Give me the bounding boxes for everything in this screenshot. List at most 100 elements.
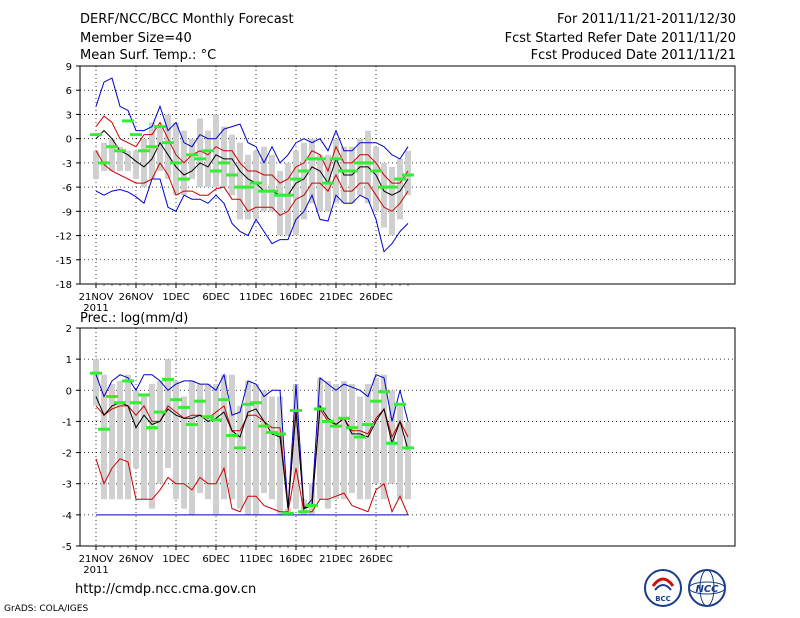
range-box — [253, 150, 259, 220]
observed-marker — [274, 193, 286, 197]
panel-title: Prec.: log(mm/d) — [80, 311, 188, 326]
y-tick-label: 6 — [66, 86, 72, 97]
x-tick-label: 16DEC — [279, 554, 313, 565]
ensemble-min-line — [95, 178, 409, 253]
y-tick-label: -2 — [62, 449, 72, 460]
observed-marker — [154, 125, 166, 129]
observed-marker — [250, 401, 262, 405]
x-tick-label: 1DEC — [162, 554, 189, 565]
observed-marker — [282, 193, 294, 197]
y-tick-label: -3 — [62, 480, 72, 491]
range-box — [293, 150, 299, 236]
observed-marker — [138, 393, 150, 397]
observed-marker — [370, 169, 382, 173]
range-box — [277, 170, 283, 236]
observed-marker — [314, 407, 326, 411]
observed-marker — [162, 141, 174, 145]
observed-marker — [386, 441, 398, 445]
range-box — [205, 384, 211, 500]
range-box — [93, 359, 99, 406]
observed-marker — [202, 415, 214, 419]
range-box — [325, 380, 331, 509]
range-box — [357, 396, 363, 500]
y-tick-label: -18 — [56, 280, 72, 291]
y-tick-label: 2 — [66, 324, 72, 335]
bcc-logo: BCC — [644, 569, 682, 607]
range-box — [197, 118, 203, 188]
observed-marker — [114, 149, 126, 153]
x-tick-label: 26NOV — [119, 292, 154, 303]
forecast-produced: Fcst Produced Date 2011/11/21 — [530, 48, 736, 63]
range-box — [213, 114, 219, 188]
x-tick-label: 6DEC — [202, 292, 229, 303]
range-box — [221, 126, 227, 188]
range-box — [165, 359, 171, 469]
range-box — [373, 146, 379, 212]
range-box — [261, 390, 267, 494]
range-box — [365, 384, 371, 500]
range-box — [133, 390, 139, 469]
range-box — [285, 162, 291, 236]
observed-marker — [106, 145, 118, 149]
y-tick-label: 9 — [66, 62, 72, 73]
range-box — [101, 374, 107, 500]
observed-marker — [138, 149, 150, 153]
observed-marker — [234, 446, 246, 450]
observed-marker — [394, 402, 406, 406]
ensemble-max-line — [95, 373, 409, 510]
range-box — [269, 396, 275, 500]
observed-marker — [338, 169, 350, 173]
range-box — [205, 130, 211, 188]
range-box — [173, 380, 179, 500]
observed-marker — [226, 173, 238, 177]
observed-marker — [210, 169, 222, 173]
x-tick-label: 26NOV — [119, 554, 154, 565]
observed-marker — [346, 169, 358, 173]
observed-marker — [290, 177, 302, 181]
observed-marker — [250, 181, 262, 185]
range-box — [189, 138, 195, 180]
y-tick-label: -1 — [62, 417, 72, 428]
range-box — [309, 138, 315, 204]
observed-marker — [266, 430, 278, 434]
range-box — [341, 380, 347, 500]
y-tick-label: 3 — [66, 110, 72, 121]
observed-marker — [242, 402, 254, 406]
range-box — [253, 384, 259, 515]
y-tick-label: -4 — [62, 511, 72, 522]
x-tick-label: 6DEC — [202, 554, 229, 565]
footer-url[interactable]: http://cmdp.ncc.cma.gov.cn — [75, 582, 257, 597]
range-box — [381, 374, 387, 500]
observed-marker — [346, 426, 358, 430]
range-box — [157, 380, 163, 484]
observed-marker — [370, 399, 382, 403]
observed-marker — [170, 161, 182, 165]
range-box — [133, 150, 139, 180]
range-box — [197, 384, 203, 494]
observed-marker — [354, 435, 366, 439]
range-box — [181, 396, 187, 509]
range-box — [397, 405, 403, 500]
range-box — [165, 114, 171, 180]
observed-marker — [338, 416, 350, 420]
ncc-logo: NCC — [688, 569, 726, 607]
range-box — [101, 142, 107, 171]
x-tick-label: 21NOV — [79, 292, 114, 303]
observed-marker — [242, 185, 254, 189]
range-box — [149, 122, 155, 180]
y-tick-label: -3 — [62, 159, 72, 170]
observed-marker — [186, 153, 198, 157]
x-tick-year: 2011 — [83, 565, 108, 576]
ensemble-max-line — [95, 77, 409, 165]
observed-marker — [274, 432, 286, 436]
y-tick-label: -6 — [62, 183, 72, 194]
y-tick-label: 1 — [66, 355, 72, 366]
ncc-logo-label: NCC — [695, 584, 719, 595]
observed-marker — [386, 185, 398, 189]
observed-marker — [298, 169, 310, 173]
range-box — [261, 146, 267, 212]
range-box — [173, 122, 179, 196]
observed-marker — [394, 177, 406, 181]
observed-marker — [306, 157, 318, 161]
